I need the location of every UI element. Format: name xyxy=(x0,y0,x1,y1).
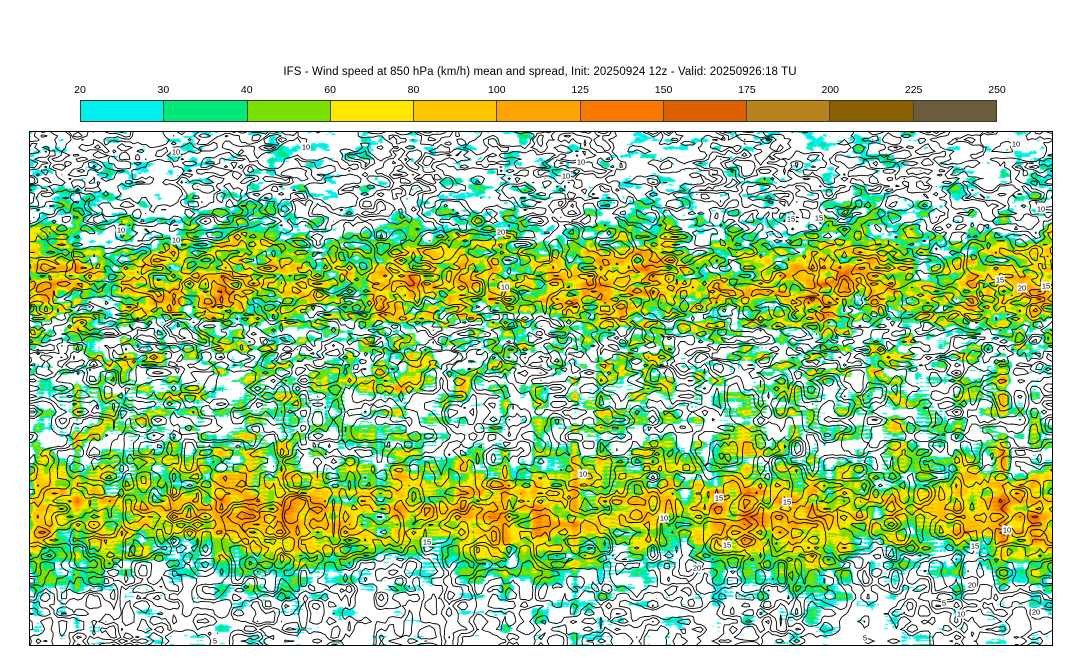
map-panel[interactable]: 10 10 10 10 10 10 10 15 15 10 15 20 15 10 20 10 10 15 15 20… xyxy=(29,131,1053,646)
colorbar-tick-125: 125 xyxy=(571,84,589,96)
contour-label: 15 xyxy=(785,214,797,224)
colorbar-segment-100-125 xyxy=(497,101,581,121)
colorbar-segment-175-200 xyxy=(747,101,831,121)
colorbar-tick-200: 200 xyxy=(821,84,840,96)
contour-label: 5 xyxy=(861,633,869,643)
colorbar-tick-labels: 20 30 40 60 80 100 125 150 175 200 225 250 xyxy=(74,84,1006,100)
colorbar-segment-80-100 xyxy=(414,101,498,121)
colorbar-segment-225-250 xyxy=(913,101,996,121)
contour-label: 20 xyxy=(691,563,703,573)
contour-label: 10 xyxy=(170,235,182,245)
spread-contour-layer xyxy=(30,132,1052,645)
colorbar-tick-30: 30 xyxy=(157,84,170,96)
colorbar-tick-175: 175 xyxy=(738,84,756,96)
colorbar-segment-40-60 xyxy=(247,101,331,121)
colorbar-tick-80: 80 xyxy=(407,84,420,96)
colorbar-tick-20: 20 xyxy=(74,84,86,96)
contour-label: 10 xyxy=(300,142,312,152)
colorbar-tick-250: 250 xyxy=(988,84,1006,96)
colorbar-tick-40: 40 xyxy=(240,84,253,96)
colorbar-segment-30-40 xyxy=(164,101,248,121)
contour-label: 10 xyxy=(575,157,587,167)
contour-label: 15 xyxy=(421,537,433,547)
contour-label: 20 xyxy=(1030,607,1042,617)
contour-label: 10 xyxy=(499,282,511,292)
contour-label: 10 xyxy=(955,609,967,619)
contour-label: 5 xyxy=(211,636,219,646)
contour-label: 10 xyxy=(115,225,127,235)
contour-label: 15 xyxy=(713,493,725,503)
colorbar-tick-225: 225 xyxy=(904,84,923,96)
colorbar-tick-100: 100 xyxy=(488,84,506,96)
colorbar-gradient xyxy=(80,100,997,122)
colorbar-segment-200-225 xyxy=(830,101,914,121)
colorbar-segment-125-150 xyxy=(580,101,664,121)
colorbar-segment-60-80 xyxy=(330,101,415,121)
contour-label: 10 xyxy=(1001,525,1013,535)
contour-label: 20 xyxy=(1016,283,1028,293)
contour-label: 10 xyxy=(1035,204,1047,214)
colorbar-segment-20-30 xyxy=(81,101,165,121)
contour-label: 10 xyxy=(1010,139,1022,149)
contour-label: 10 xyxy=(577,469,589,479)
contour-label: 15 xyxy=(813,213,825,223)
colorbar-tick-60: 60 xyxy=(324,84,336,96)
colorbar-tick-150: 150 xyxy=(654,84,673,96)
contour-label: 15 xyxy=(969,541,981,551)
colorbar: 20 30 40 60 80 100 125 150 175 200 225 250 xyxy=(74,84,1006,126)
page-title: IFS - Wind speed at 850 hPa (km/h) mean … xyxy=(283,66,797,78)
contour-label: 20 xyxy=(966,580,978,590)
contour-label: 10 xyxy=(658,513,670,523)
contour-label: 20 xyxy=(495,227,507,237)
contour-label: 15 xyxy=(721,540,733,550)
colorbar-segment-150-175 xyxy=(663,101,748,121)
contour-label: 10 xyxy=(560,171,572,181)
contour-label: 10 xyxy=(170,147,182,157)
contour-label: 5 xyxy=(940,598,948,608)
contour-label: 15 xyxy=(994,275,1006,285)
contour-label: 15 xyxy=(1040,281,1052,291)
contour-label: 15 xyxy=(781,497,793,507)
